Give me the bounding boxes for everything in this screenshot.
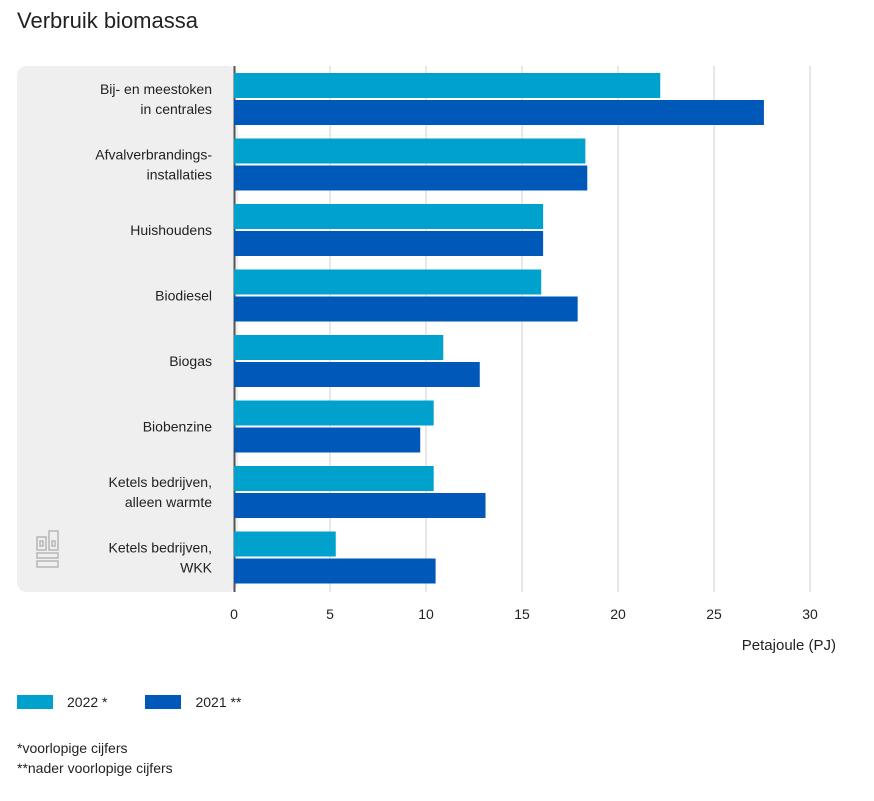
category-label-0-line-0: Bij- en meestoken — [100, 81, 212, 97]
footnote-preliminary: *voorlopige cijfers — [17, 740, 128, 756]
bar-2022-3[interactable] — [234, 269, 542, 295]
legend-item-2021[interactable]: 2021 ** — [145, 694, 241, 710]
category-label-1-line-0: Afvalverbrandings- — [95, 147, 212, 163]
legend: 2022 * 2021 ** — [17, 694, 279, 710]
bar-2021-3[interactable] — [234, 296, 578, 322]
bar-chart: Bij- en meestoken in centrales Afvalverbra… — [17, 66, 836, 654]
x-tick-label-30: 30 — [802, 606, 818, 622]
category-label-6-line-0: Ketels bedrijven, — [108, 474, 212, 490]
category-labels: Bij- en meestoken in centrales Afvalverbra… — [95, 81, 212, 576]
bars — [234, 73, 764, 584]
legend-swatch-2021 — [145, 695, 182, 709]
category-label-5-line-0: Biobenzine — [143, 419, 212, 435]
bar-2022-4[interactable] — [234, 335, 444, 360]
x-tick-label-20: 20 — [610, 606, 626, 622]
footnote-revised-preliminary: **nader voorlopige cijfers — [17, 760, 173, 776]
x-tick-label-10: 10 — [418, 606, 434, 622]
x-tick-label-25: 25 — [706, 606, 722, 622]
x-tick-label-5: 5 — [326, 606, 334, 622]
x-tick-label-0: 0 — [230, 606, 238, 622]
bar-2021-6[interactable] — [234, 493, 486, 518]
category-panel — [17, 66, 238, 592]
x-axis-ticks: 0 5 10 15 20 25 30 — [230, 606, 818, 622]
legend-label-2021: 2021 ** — [195, 694, 242, 710]
category-label-6-line-1: alleen warmte — [125, 494, 212, 510]
bar-2022-0[interactable] — [234, 73, 661, 98]
bar-2021-0[interactable] — [234, 100, 764, 125]
x-tick-label-15: 15 — [514, 606, 530, 622]
bar-2021-5[interactable] — [234, 427, 421, 453]
category-label-7-line-0: Ketels bedrijven, — [108, 540, 212, 556]
bar-2022-5[interactable] — [234, 400, 434, 426]
category-label-7-line-1: WKK — [180, 560, 213, 576]
cbs-logo-icon — [36, 530, 59, 568]
legend-item-2022[interactable]: 2022 * — [17, 694, 107, 710]
x-axis-label: Petajoule (PJ) — [742, 637, 836, 654]
category-label-3-line-0: Biodiesel — [155, 288, 212, 304]
bar-2022-2[interactable] — [234, 204, 544, 229]
label-panel-background — [17, 66, 238, 592]
bar-2022-1[interactable] — [234, 138, 586, 164]
footnotes: *voorlopige cijfers **nader voorlopige c… — [17, 738, 173, 778]
category-label-2-line-0: Huishoudens — [130, 222, 212, 238]
bar-2022-6[interactable] — [234, 466, 434, 491]
legend-label-2022: 2022 * — [67, 694, 108, 710]
bar-2021-1[interactable] — [234, 165, 588, 191]
category-label-1-line-1: installaties — [147, 167, 212, 183]
category-label-0-line-1: in centrales — [140, 101, 212, 117]
bar-2021-4[interactable] — [234, 362, 480, 387]
category-label-4-line-0: Biogas — [169, 353, 212, 369]
bar-2022-7[interactable] — [234, 531, 336, 557]
bar-2021-7[interactable] — [234, 558, 436, 584]
legend-swatch-2022 — [17, 695, 53, 709]
bar-2021-2[interactable] — [234, 231, 544, 256]
chart-title: Verbruik biomassa — [17, 8, 198, 33]
